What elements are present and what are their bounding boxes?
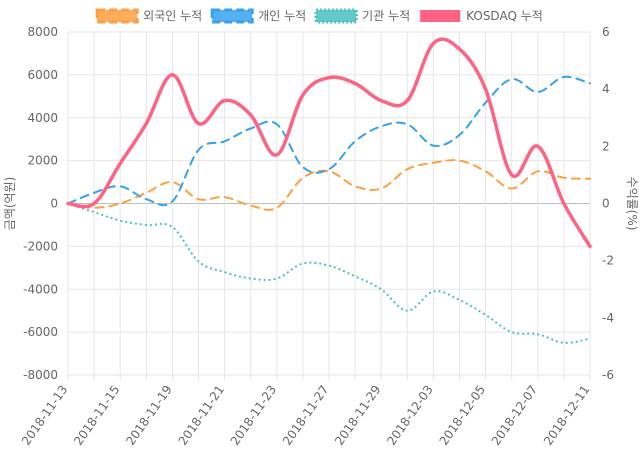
x-axis: 2018-11-13 2018-11-15 2018-11-19 2018-11-21… bbox=[19, 383, 592, 448]
legend-item[interactable]: 기관 누적 bbox=[314, 8, 410, 24]
legend-label: 기관 누적 bbox=[362, 9, 410, 23]
y-right-tick-label: -4 bbox=[602, 311, 614, 325]
legend-item[interactable]: KOSDAQ 누적 bbox=[420, 9, 543, 23]
y-axis-left: -8000 -6000 -4000 -2000 0 2000 4000 6000 8000 bbox=[23, 25, 58, 382]
y-axis-right: -6 -4 -2 0 2 4 6 bbox=[602, 25, 614, 382]
grid-lines bbox=[67, 31, 591, 380]
legend-item[interactable]: 외국인 누적 bbox=[95, 8, 202, 24]
y-right-tick-label: 6 bbox=[602, 25, 610, 39]
x-tick-label: 2018-12-05 bbox=[437, 383, 488, 448]
legend-swatch bbox=[420, 10, 461, 22]
legend-swatch bbox=[95, 8, 139, 24]
x-tick-label: 2018-11-15 bbox=[71, 383, 122, 448]
x-tick-label: 2018-11-19 bbox=[123, 383, 174, 448]
x-tick-label: 2018-11-23 bbox=[228, 383, 279, 448]
legend-item[interactable]: 개인 누적 bbox=[210, 8, 306, 24]
legend-swatch bbox=[210, 8, 254, 24]
x-tick-label: 2018-11-29 bbox=[332, 383, 383, 448]
x-tick-label: 2018-11-13 bbox=[19, 383, 70, 448]
y-axis-right-title: 수익률(%) bbox=[625, 177, 639, 231]
y-left-tick-label: 0 bbox=[50, 197, 58, 211]
y-right-tick-label: 4 bbox=[602, 82, 610, 96]
x-tick-label: 2018-12-11 bbox=[541, 383, 592, 448]
legend-swatch bbox=[314, 8, 358, 24]
legend: 외국인 누적 개인 누적 기관 누적 KOSDAQ 누적 bbox=[95, 8, 543, 24]
series-line-3 bbox=[66, 37, 592, 249]
y-right-tick-label: -2 bbox=[602, 254, 614, 268]
y-left-tick-label: 6000 bbox=[27, 68, 58, 82]
x-tick-label: 2018-11-27 bbox=[280, 383, 331, 448]
y-left-tick-label: -4000 bbox=[23, 282, 58, 296]
y-right-tick-label: -6 bbox=[602, 368, 614, 382]
y-left-tick-label: 2000 bbox=[27, 154, 58, 168]
legend-label: 외국인 누적 bbox=[143, 9, 202, 23]
legend-label: 개인 누적 bbox=[258, 9, 306, 23]
series-line-2 bbox=[67, 202, 591, 344]
x-tick-label: 2018-12-07 bbox=[489, 383, 540, 448]
y-left-tick-label: 4000 bbox=[27, 111, 58, 125]
y-left-tick-label: -6000 bbox=[23, 325, 58, 339]
series-line-0 bbox=[67, 159, 591, 211]
y-right-tick-label: 2 bbox=[602, 139, 610, 153]
x-tick-label: 2018-12-03 bbox=[384, 383, 435, 448]
series-lines bbox=[66, 37, 592, 344]
y-right-tick-label: 0 bbox=[602, 197, 610, 211]
legend-label: KOSDAQ 누적 bbox=[466, 9, 543, 23]
y-left-tick-label: -8000 bbox=[23, 368, 58, 382]
x-tick-label: 2018-11-21 bbox=[176, 383, 227, 448]
y-left-tick-label: 8000 bbox=[27, 25, 58, 39]
y-axis-left-title: 금액(억원) bbox=[3, 177, 17, 231]
series-line-1 bbox=[67, 75, 591, 207]
y-left-tick-label: -2000 bbox=[23, 239, 58, 253]
